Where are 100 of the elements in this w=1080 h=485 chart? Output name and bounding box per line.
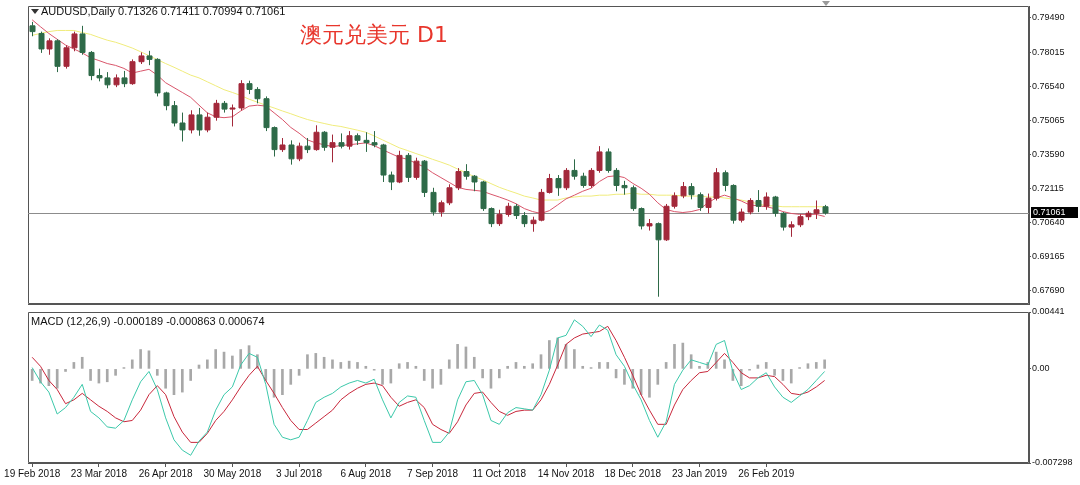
candlestick [496, 209, 503, 227]
bar [456, 344, 459, 369]
candlestick [788, 220, 795, 238]
candlestick [279, 137, 286, 153]
candlestick [505, 202, 512, 218]
bar [206, 359, 209, 369]
bar [356, 362, 359, 369]
bar [681, 342, 685, 369]
bar [723, 359, 726, 369]
bar [598, 362, 601, 369]
bar [606, 362, 610, 369]
candlestick [455, 167, 462, 191]
chart-title: AUDUSD,Daily 0.71326 0.71411 0.70994 0.71061 [41, 5, 286, 18]
candlestick [129, 58, 136, 86]
candlestick [563, 167, 570, 191]
bar [573, 349, 576, 369]
y-tick-label: 0.70640 [1032, 217, 1065, 228]
bar [814, 362, 818, 369]
candlestick [655, 221, 662, 298]
bar [673, 344, 676, 369]
candlestick [288, 139, 295, 166]
bar [472, 356, 476, 369]
y-tick-label: 0.73590 [1032, 148, 1065, 159]
candlestick [346, 130, 353, 151]
bar [105, 369, 109, 383]
x-tick-label: 23 Jan 2019 [671, 467, 728, 479]
bar [30, 369, 34, 381]
bar [314, 353, 318, 369]
bar [481, 369, 484, 379]
annotation: 澳元兑美元 D1 [300, 22, 448, 48]
candlestick [580, 172, 587, 189]
candlestick [188, 109, 195, 134]
candlestick [430, 187, 437, 217]
bar [130, 359, 134, 369]
bar [422, 369, 426, 381]
candlestick [296, 142, 303, 162]
bar [306, 354, 309, 369]
bar [506, 365, 509, 369]
candlestick [763, 191, 770, 211]
bar [397, 363, 401, 369]
x-tick-label: 11 Oct 2018 [472, 467, 527, 479]
bar [447, 359, 451, 369]
x-tick-label: 18 Dec 2018 [604, 467, 662, 479]
x-tick-label: 7 Sep 2018 [406, 467, 459, 479]
bar [823, 359, 826, 369]
x-tick-label: 26 Apr 2018 [138, 467, 194, 479]
bar [155, 369, 159, 376]
candlestick [204, 112, 211, 133]
bar [80, 356, 84, 369]
y-tick-label: 0.79490 [1032, 12, 1065, 23]
candlestick [755, 189, 762, 213]
bar [281, 369, 284, 395]
candlestick [238, 79, 245, 111]
bar [381, 369, 384, 385]
candlestick [113, 73, 120, 88]
y-tick-label: 0.75065 [1032, 114, 1065, 125]
candlestick [413, 157, 420, 181]
candlestick [46, 37, 53, 56]
bar [698, 365, 701, 369]
candlestick [396, 150, 403, 184]
x-tick-label: 6 Aug 2018 [340, 467, 392, 479]
bar [789, 369, 793, 384]
bar [623, 369, 626, 385]
bar [180, 369, 184, 393]
candlestick [646, 218, 653, 232]
bar [431, 369, 434, 389]
candlestick [571, 158, 578, 181]
candlestick [138, 51, 145, 65]
candlestick [738, 208, 745, 223]
y-tick-label: 0.76540 [1032, 80, 1065, 91]
bar [581, 365, 585, 369]
candlestick [121, 70, 128, 88]
candlestick [697, 191, 704, 212]
y-tick-label: 0.00 [1032, 363, 1050, 374]
bar [64, 369, 67, 372]
candlestick [304, 137, 311, 154]
candlestick [54, 38, 61, 73]
candlestick [213, 99, 220, 122]
bar [164, 369, 167, 389]
bar [189, 369, 192, 381]
candlestick [329, 134, 336, 163]
candlestick [79, 25, 86, 56]
bar [523, 365, 526, 369]
candlestick [313, 124, 320, 152]
candlestick [29, 21, 36, 37]
candlestick [421, 159, 428, 198]
bar [89, 369, 92, 381]
bar [739, 369, 743, 386]
ref-line-label: 0.71061 [1033, 206, 1066, 217]
bar [656, 369, 660, 385]
x-tick-label: 14 Nov 2018 [537, 467, 595, 479]
candlestick [229, 103, 236, 127]
candlestick [680, 181, 687, 199]
x-tick-label: 23 Mar 2018 [70, 467, 128, 479]
bar [331, 359, 334, 369]
bar [406, 362, 409, 369]
bar [114, 369, 117, 376]
candlestick [822, 204, 829, 216]
bar [55, 369, 59, 389]
bar [548, 340, 551, 369]
